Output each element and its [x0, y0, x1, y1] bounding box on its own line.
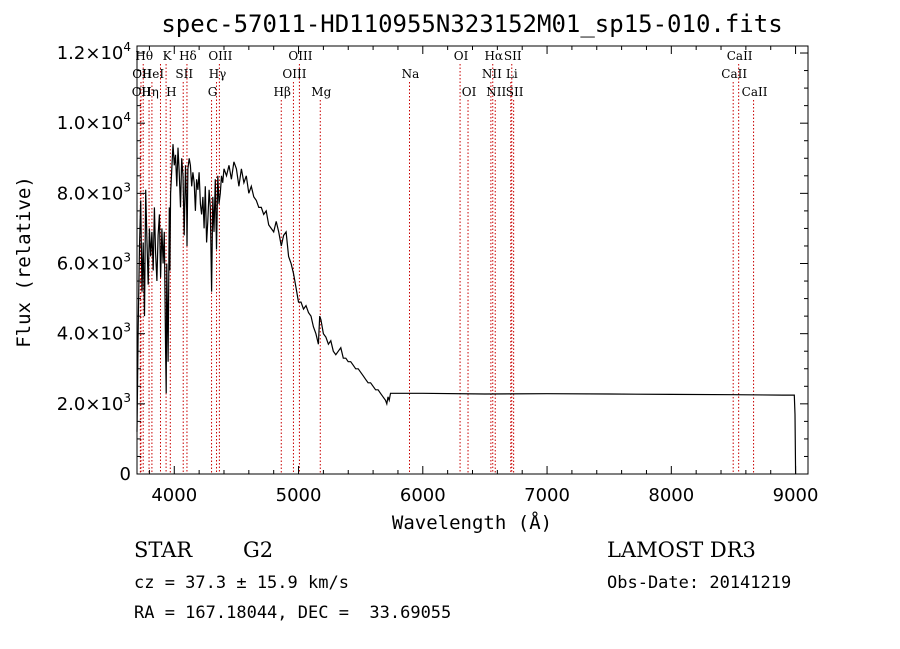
- object-class: STAR: [134, 538, 193, 562]
- chart-title: spec-57011-HD110955N323152M01_sp15-010.f…: [161, 10, 782, 38]
- spectral-line-label: OIII: [208, 49, 232, 63]
- y-tick-label: 8.0×103: [57, 180, 131, 204]
- spectral-line-label: Hθ: [135, 49, 153, 63]
- y-tick-label: 6.0×103: [57, 251, 131, 275]
- y-axis-ticks: 0 2.0×103 4.0×103 6.0×103 8.0×103 1.0×104 1.2×…: [57, 40, 808, 485]
- spectral-line-label: Mg: [311, 85, 331, 99]
- coordinates: RA = 167.18044, DEC = 33.69055: [134, 603, 452, 623]
- spectral-line-label: Hα: [484, 49, 503, 63]
- spectral-line-label: CaII: [727, 49, 753, 63]
- x-axis-ticks: 4000 5000 6000 7000 8000 9000: [148, 46, 819, 506]
- survey-name: LAMOST DR3: [607, 538, 756, 562]
- x-tick-label: 5000: [276, 485, 322, 506]
- spectral-line-label: Hβ: [274, 85, 291, 99]
- x-axis-label: Wavelength (Å): [392, 511, 552, 534]
- spectral-lines-layer: [139, 64, 755, 474]
- y-tick-label: 4.0×103: [57, 321, 131, 345]
- spectral-line-label: OI: [454, 49, 469, 63]
- object-subclass: G2: [243, 538, 274, 562]
- spectral-line-label: OIII: [282, 67, 306, 81]
- spectral-line-label: Hγ: [209, 67, 227, 81]
- x-tick-label: 7000: [524, 485, 570, 506]
- spectral-line-label: OI: [462, 85, 477, 99]
- spectral-line-label: HeI: [142, 67, 165, 81]
- x-tick-label: 8000: [648, 485, 694, 506]
- spectral-line-label: CaII: [721, 67, 747, 81]
- x-tick-label: 6000: [400, 485, 446, 506]
- spectral-line-label: SII: [506, 85, 524, 99]
- y-tick-label: 1.2×104: [57, 40, 131, 64]
- redshift-text: cz = 37.3 ± 15.9 km/s: [134, 573, 349, 593]
- x-tick-label: 4000: [151, 485, 197, 506]
- spectral-line-label: OIII: [288, 49, 312, 63]
- spectral-line-label: Hδ: [179, 49, 197, 63]
- y-tick-label: 0: [120, 464, 131, 485]
- spectral-line-label: G: [208, 85, 218, 99]
- spectral-line-label: SII: [504, 49, 522, 63]
- spectral-line-label: H: [166, 85, 176, 99]
- spectrum-line: [136, 144, 797, 475]
- spectral-line-label: K: [163, 49, 173, 63]
- spectral-line-label: Hη: [141, 85, 159, 99]
- spectral-line-label: CaII: [742, 85, 768, 99]
- spectral-line-label: NII: [482, 67, 502, 81]
- plot-frame: [136, 45, 809, 475]
- y-tick-label: 1.0×104: [57, 110, 131, 134]
- y-tick-label: 2.0×103: [57, 391, 131, 415]
- obs-date: Obs-Date: 20141219: [607, 573, 792, 593]
- spectral-line-label: Li: [506, 67, 518, 81]
- spectral-labels-layer: OIIOIIHθHηHeIKHSIIHδGHγOIIIHβOIIIOIIIMgN…: [132, 49, 768, 99]
- spectral-line-label: NII: [486, 85, 506, 99]
- y-axis-label: Flux (relative): [13, 176, 35, 348]
- spectral-line-label: Na: [402, 67, 420, 81]
- x-tick-label: 9000: [773, 485, 819, 506]
- spectral-line-label: SII: [175, 67, 193, 81]
